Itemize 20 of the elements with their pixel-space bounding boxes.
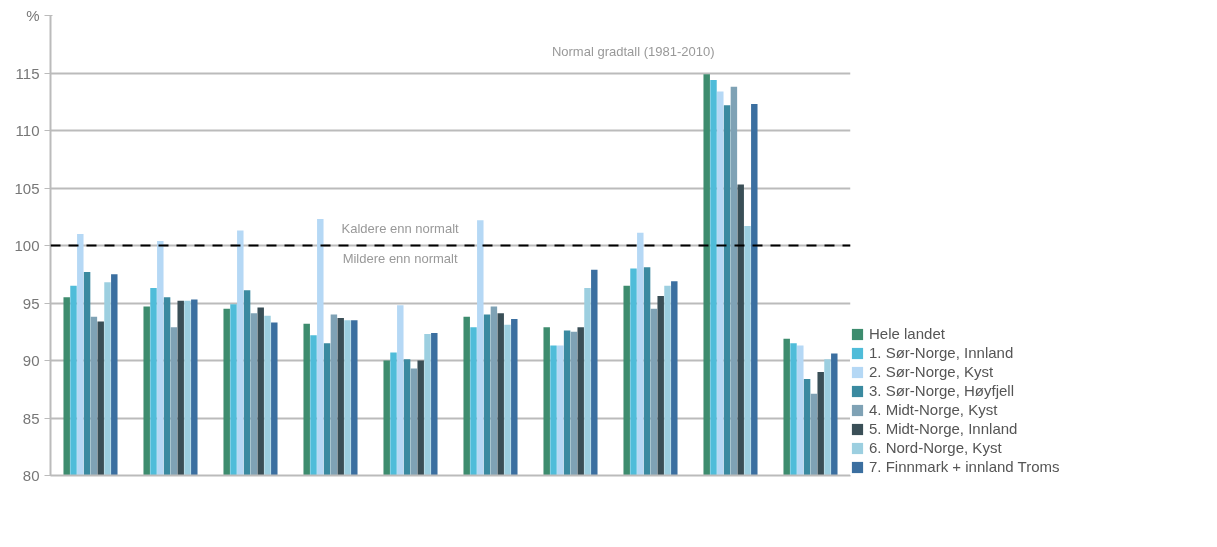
y-tick-label: 115	[15, 64, 40, 82]
legend-label: 4. Midt-Norge, Kyst	[869, 401, 998, 418]
legend-label: 6. Nord-Norge, Kyst	[869, 439, 1002, 456]
y-tick-label: 105	[14, 179, 40, 197]
annotation: Mildere enn normalt	[342, 251, 458, 267]
annotation: Kaldere enn normalt	[341, 221, 460, 237]
legend-label: 1. Sør-Norge, Innland	[869, 344, 1014, 361]
legend-label: 7. Finnmark + innland Troms	[869, 458, 1060, 475]
legend-label: 2. Sør-Norge, Kyst	[869, 363, 994, 380]
y-tick-label: 100	[14, 237, 40, 254]
legend-label: 5. Midt-Norge, Innland	[869, 420, 1018, 437]
y-tick-label: 90	[22, 352, 40, 369]
annotation: Normal gradtall (1981-2010)	[551, 44, 715, 60]
legend-label: Hele landet	[869, 325, 945, 342]
y-tick-label: %	[26, 7, 40, 24]
legend-label: 3. Sør-Norge, Høyfjell	[869, 382, 1015, 399]
y-tick-label: 85	[22, 409, 40, 427]
y-tick-label: 80	[22, 467, 40, 484]
y-tick-label: 110	[15, 122, 40, 139]
y-tick-label: 95	[22, 294, 40, 312]
